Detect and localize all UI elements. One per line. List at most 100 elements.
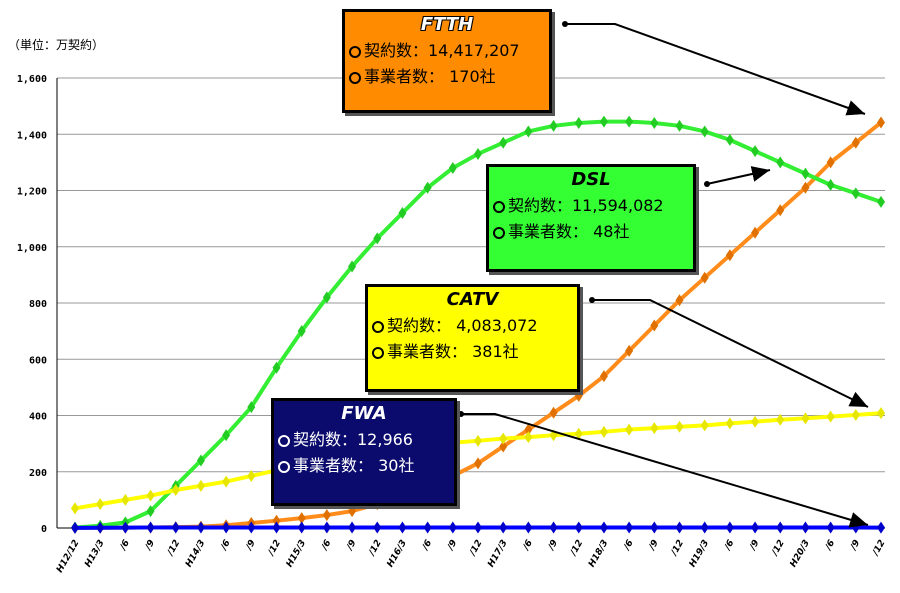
ftth-point <box>650 319 659 332</box>
dsl-point <box>725 133 734 146</box>
x-tick-label: /12 <box>770 539 787 559</box>
dsl-point <box>524 125 533 138</box>
x-tick-label: H20/3 <box>789 539 812 570</box>
fwa-point <box>625 521 634 534</box>
fwa-point <box>322 521 331 534</box>
catv-point <box>196 479 205 492</box>
ftth-point <box>801 181 810 194</box>
ftth-point <box>272 514 281 527</box>
dsl-arrow <box>706 166 771 185</box>
dsl-point <box>650 117 659 129</box>
y-tick-label: 1,400 <box>17 130 47 141</box>
x-tick-label: H13/3 <box>83 539 106 570</box>
ftth-callout: FTTH 契約数：14,417,207 事業者数： 170社 <box>342 9 552 113</box>
ftth-point <box>599 370 608 383</box>
x-tick-label: H17/3 <box>486 539 509 570</box>
catv-operators: 事業者数： 381社 <box>387 342 519 361</box>
x-tick-label: /9 <box>244 539 258 553</box>
fwa-point <box>549 521 558 534</box>
dsl-point <box>751 145 760 158</box>
dsl-point <box>499 136 508 149</box>
ftth-point <box>751 226 760 239</box>
dsl-point <box>222 429 231 442</box>
fwa-point <box>725 521 734 534</box>
callout-arrows <box>458 21 869 528</box>
ftth-point <box>524 423 533 436</box>
ftth-point <box>826 156 835 169</box>
x-tick-label: /6 <box>420 539 434 553</box>
x-tick-label: /9 <box>345 539 359 553</box>
fwa-operators: 事業者数： 30社 <box>293 456 415 475</box>
fwa-point <box>474 521 482 534</box>
catv-point <box>524 431 533 444</box>
ftth-point <box>700 271 709 284</box>
fwa-point <box>348 521 357 534</box>
catv-title: CATV <box>446 289 499 310</box>
x-tick-label: H12/12 <box>55 539 82 575</box>
x-tick-label: /6 <box>320 539 334 553</box>
fwa-point <box>373 521 382 534</box>
ftth-point <box>675 294 684 307</box>
fwa-contracts: 契約数：12,966 <box>293 430 413 449</box>
ftth-point <box>574 389 583 402</box>
dsl-point <box>297 325 306 338</box>
x-tick-label: /6 <box>118 539 132 553</box>
fwa-point <box>96 521 105 534</box>
dsl-point <box>625 115 634 128</box>
fwa-title: FWA <box>341 403 387 424</box>
fwa-point <box>599 521 608 534</box>
unit-label: （単位：万契約） <box>8 38 105 52</box>
series-group <box>71 115 885 534</box>
ftth-point <box>625 344 634 357</box>
dsl-point <box>599 115 608 128</box>
fwa-point <box>776 521 785 534</box>
fwa-point <box>71 521 79 534</box>
x-tick-label: H19/3 <box>688 539 711 570</box>
fwa-point <box>851 521 860 534</box>
catv-point <box>599 425 608 438</box>
ftth-point <box>499 440 508 453</box>
catv-point <box>146 489 155 502</box>
fwa-point <box>751 521 760 534</box>
ftth-point <box>549 406 558 419</box>
x-tick-label: H15/3 <box>285 539 308 570</box>
y-tick-label: 400 <box>29 412 47 423</box>
fwa-point <box>171 521 180 534</box>
fwa-point <box>675 521 684 534</box>
x-tick-label: /12 <box>266 539 283 559</box>
y-tick-label: 1,600 <box>17 74 47 85</box>
catv-point <box>474 434 482 447</box>
fwa-point <box>826 521 835 534</box>
x-tick-label: /9 <box>848 539 862 553</box>
ftth-point <box>474 457 482 470</box>
ftth-title: FTTH <box>420 14 474 35</box>
catv-point <box>650 422 659 435</box>
dsl-point <box>474 147 482 160</box>
fwa-point <box>297 521 306 534</box>
fwa-point <box>196 521 205 534</box>
ftth-point <box>348 505 357 518</box>
x-tick-label: /12 <box>568 539 585 559</box>
x-tick-label: /12 <box>468 539 485 559</box>
circle-icon <box>493 201 505 213</box>
x-tick-label: /6 <box>723 539 737 553</box>
x-tick-label: /9 <box>445 539 459 553</box>
dsl-point <box>423 181 432 194</box>
dsl-point <box>776 156 785 169</box>
ftth-point <box>851 136 860 149</box>
fwa-point <box>398 521 407 534</box>
y-tick-label: 800 <box>29 299 47 310</box>
dsl-callout: DSL 契約数：11,594,082 事業者数： 48社 <box>486 164 696 272</box>
fwa-callout: FWA 契約数：12,966 事業者数： 30社 <box>271 398 457 506</box>
dsl-point <box>675 119 684 132</box>
ftth-point <box>297 512 306 525</box>
y-tick-label: 1,000 <box>17 243 47 254</box>
fwa-point <box>222 521 231 534</box>
fwa-point <box>801 521 810 534</box>
circle-icon <box>349 72 361 84</box>
catv-point <box>776 413 785 426</box>
catv-arrow <box>592 299 869 408</box>
y-tick-label: 0 <box>41 524 47 535</box>
ftth-contracts: 契約数：14,417,207 <box>364 41 520 60</box>
dsl-point <box>146 505 155 518</box>
